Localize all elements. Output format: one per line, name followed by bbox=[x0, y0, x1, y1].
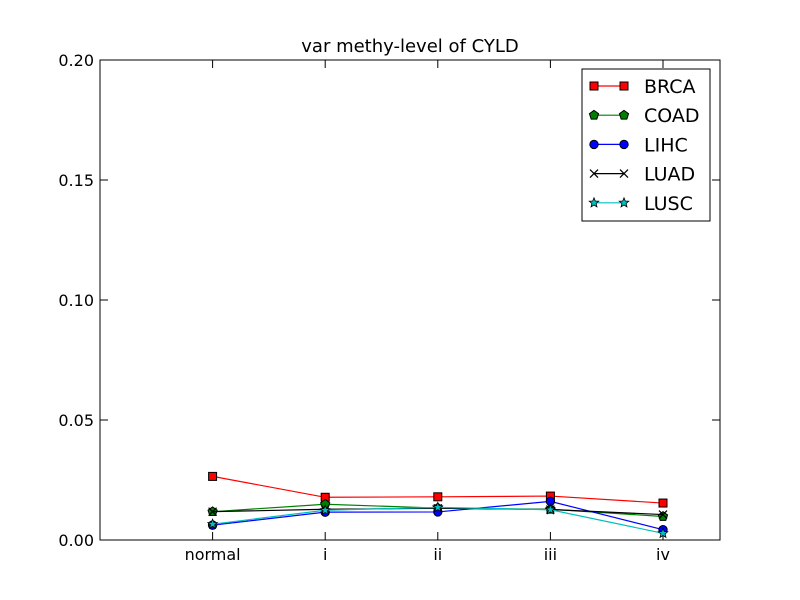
y-tick-label: 0.20 bbox=[58, 51, 94, 70]
point-lusc bbox=[544, 503, 557, 515]
legend-label: BRCA bbox=[644, 76, 696, 98]
point-luad bbox=[658, 510, 668, 519]
legend-marker bbox=[619, 81, 629, 91]
point-brca bbox=[658, 498, 668, 508]
point-lusc bbox=[432, 501, 444, 513]
legend-label: LIHC bbox=[644, 134, 688, 156]
point-lusc bbox=[657, 527, 669, 539]
y-tick-label: 0.05 bbox=[58, 411, 94, 430]
legend-marker bbox=[618, 196, 630, 208]
x-tick-label: iv bbox=[656, 545, 670, 564]
legend-label: LUAD bbox=[644, 164, 695, 186]
point-brca bbox=[433, 492, 443, 502]
legend-marker bbox=[618, 109, 630, 120]
legend-marker bbox=[589, 81, 599, 91]
point-lusc bbox=[319, 504, 331, 516]
chart-title: var methy-level of CYLD bbox=[301, 36, 518, 57]
x-tick-label: ii bbox=[433, 545, 442, 564]
series-brca bbox=[208, 471, 668, 508]
legend-item-lusc: LUSC bbox=[588, 193, 693, 215]
y-tick-label: 0.15 bbox=[58, 171, 94, 190]
legend-item-lihc: LIHC bbox=[589, 134, 688, 156]
legend-marker bbox=[589, 169, 599, 179]
point-lusc bbox=[206, 518, 219, 530]
y-tick-label: 0.10 bbox=[58, 291, 94, 310]
legend-label: LUSC bbox=[644, 193, 693, 215]
legend-marker bbox=[619, 139, 629, 150]
x-tick-label: iii bbox=[544, 545, 557, 564]
legend-label: COAD bbox=[644, 105, 700, 127]
legend-marker bbox=[588, 109, 600, 120]
legend-item-brca: BRCA bbox=[589, 76, 696, 98]
legend-box bbox=[581, 68, 711, 222]
legend-item-luad: LUAD bbox=[589, 164, 695, 186]
x-tick-label: normal bbox=[185, 545, 241, 564]
series-group bbox=[206, 471, 669, 539]
legend-marker bbox=[588, 196, 600, 208]
legend-marker bbox=[619, 169, 629, 179]
point-brca bbox=[208, 471, 218, 481]
series-lusc bbox=[206, 501, 669, 539]
legend: BRCA COAD LIHC LUAD LUSC bbox=[581, 68, 711, 222]
x-tick-label: i bbox=[323, 545, 327, 564]
y-tick-label: 0.00 bbox=[58, 531, 94, 550]
legend-marker bbox=[589, 139, 599, 150]
legend-item-coad: COAD bbox=[588, 105, 700, 127]
point-luad bbox=[208, 507, 218, 517]
